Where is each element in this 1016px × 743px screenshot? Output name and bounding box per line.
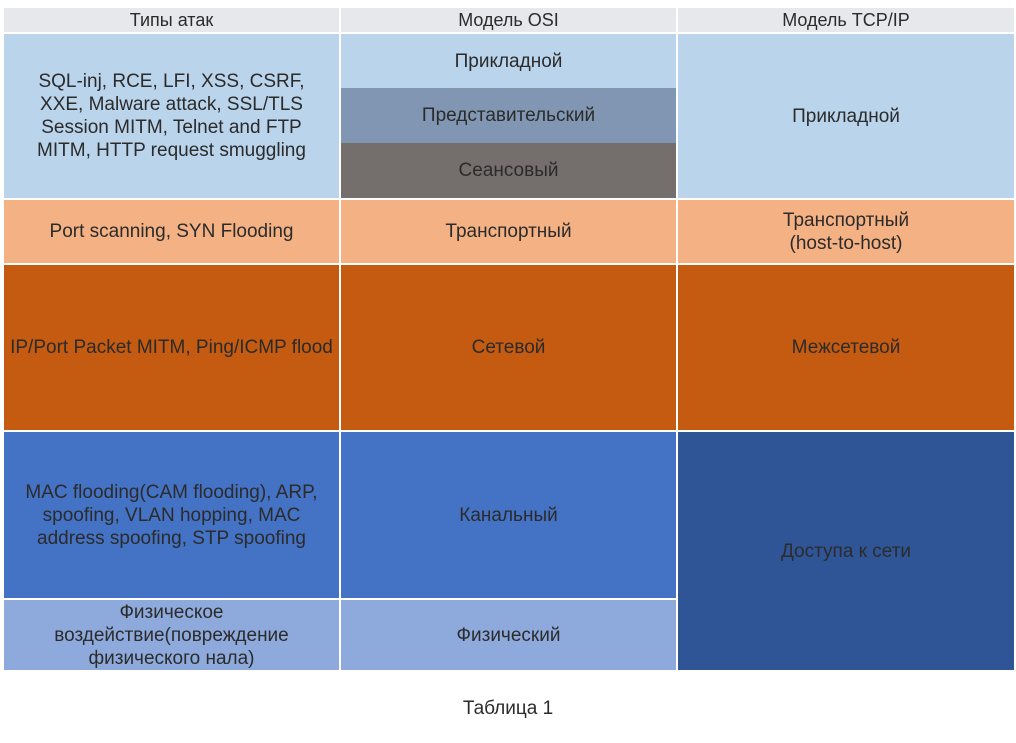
header-tcpip-model: Модель TCP/IP [678, 8, 1014, 32]
header-attack-types: Типы атак [4, 8, 339, 32]
osi-presentation: Представительский [341, 88, 676, 143]
tcpip-internet: Межсетевой [678, 265, 1014, 430]
osi-transport: Транспортный [341, 200, 676, 263]
table-caption: Таблица 1 [462, 698, 554, 719]
osi-upper-layers: Прикладной Представительский Сеансовый [341, 34, 676, 198]
tcpip-transport: Транспортный (host-to-host) [678, 200, 1014, 263]
attacks-application: SQL-inj, RCE, LFI, XSS, CSRF, XXE, Malwa… [4, 34, 339, 198]
attacks-physical: Физическое воздействие(повреждение физич… [4, 600, 339, 670]
osi-application: Прикладной [341, 34, 676, 88]
osi-tcpip-attacks-table: Типы атак Модель OSI Модель TCP/IP SQL-i… [4, 8, 1014, 670]
osi-session: Сеансовый [341, 143, 676, 198]
osi-network: Сетевой [341, 265, 676, 430]
header-osi-model: Модель OSI [341, 8, 676, 32]
attacks-transport: Port scanning, SYN Flooding [4, 200, 339, 263]
attacks-datalink: MAC flooding(CAM flooding), ARP, spoofin… [4, 432, 339, 598]
osi-datalink: Канальный [341, 432, 676, 598]
attacks-network: IP/Port Packet MITM, Ping/ICMP flood [4, 265, 339, 430]
tcpip-application: Прикладной [678, 34, 1014, 198]
osi-physical: Физический [341, 600, 676, 670]
tcpip-network-access: Доступа к сети [678, 432, 1014, 670]
